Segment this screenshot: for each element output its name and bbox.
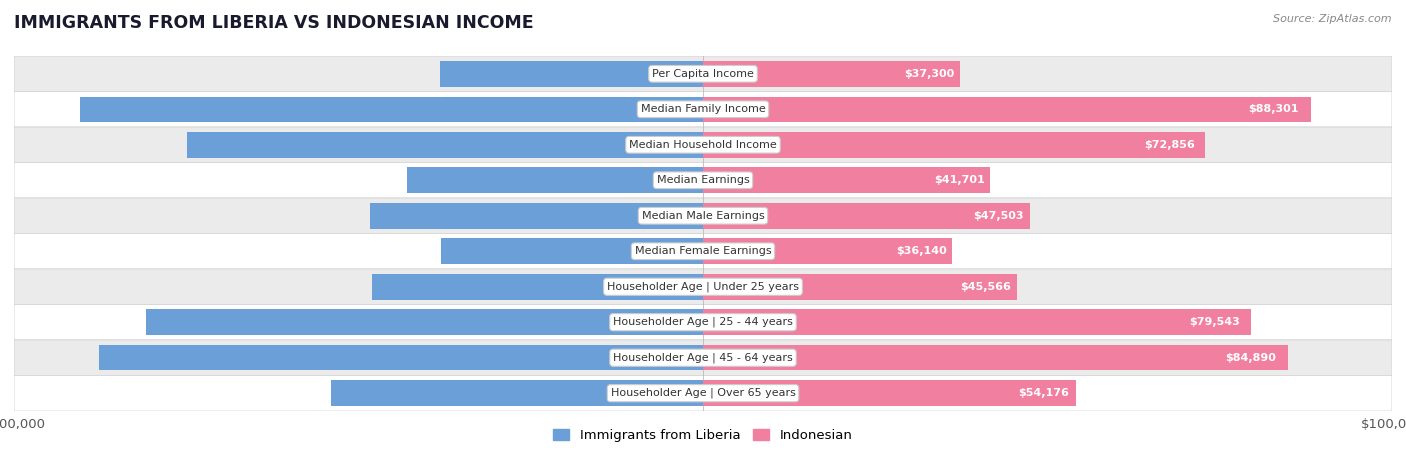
Bar [440,61,703,86]
FancyBboxPatch shape [14,163,1392,198]
FancyBboxPatch shape [14,304,1392,340]
FancyBboxPatch shape [14,127,1392,163]
Text: $74,896: $74,896 [693,140,744,150]
Bar [703,132,1205,157]
Bar [703,345,1288,370]
Text: $72,856: $72,856 [1144,140,1195,150]
FancyBboxPatch shape [14,234,1392,269]
Bar [408,168,703,193]
FancyBboxPatch shape [14,340,1392,375]
Bar [703,239,952,264]
Text: $47,503: $47,503 [973,211,1024,221]
Bar [703,274,1017,299]
Text: Householder Age | 25 - 44 years: Householder Age | 25 - 44 years [613,317,793,327]
Text: $47,981: $47,981 [696,282,748,292]
Text: $87,739: $87,739 [690,353,741,363]
Bar [98,345,703,370]
Legend: Immigrants from Liberia, Indonesian: Immigrants from Liberia, Indonesian [548,424,858,447]
Bar [703,310,1251,335]
Text: Householder Age | Under 25 years: Householder Age | Under 25 years [607,282,799,292]
Text: $84,890: $84,890 [1225,353,1277,363]
Bar [373,274,703,299]
Text: $54,176: $54,176 [1018,388,1069,398]
Bar [146,310,703,335]
Bar [370,203,703,228]
Text: IMMIGRANTS FROM LIBERIA VS INDONESIAN INCOME: IMMIGRANTS FROM LIBERIA VS INDONESIAN IN… [14,14,534,32]
Text: $48,317: $48,317 [696,211,747,221]
Text: $36,140: $36,140 [896,246,948,256]
Text: Median Male Earnings: Median Male Earnings [641,211,765,221]
Bar [703,97,1312,122]
Bar [703,203,1031,228]
Text: Householder Age | 45 - 64 years: Householder Age | 45 - 64 years [613,353,793,363]
Text: $45,566: $45,566 [960,282,1011,292]
Bar [703,381,1076,406]
Text: Median Earnings: Median Earnings [657,175,749,185]
Text: $41,701: $41,701 [934,175,984,185]
FancyBboxPatch shape [14,375,1392,411]
FancyBboxPatch shape [14,269,1392,304]
Bar [332,381,703,406]
Bar [80,97,703,122]
Text: $90,450: $90,450 [690,104,741,114]
Text: Householder Age | Over 65 years: Householder Age | Over 65 years [610,388,796,398]
Text: Per Capita Income: Per Capita Income [652,69,754,79]
Bar [703,168,990,193]
Text: Median Household Income: Median Household Income [628,140,778,150]
Text: $38,165: $38,165 [697,69,748,79]
Text: Source: ZipAtlas.com: Source: ZipAtlas.com [1274,14,1392,24]
Text: $79,543: $79,543 [1189,317,1240,327]
Text: $37,300: $37,300 [904,69,955,79]
Bar [187,132,703,157]
Text: Median Family Income: Median Family Income [641,104,765,114]
Bar [441,239,703,264]
Text: $53,967: $53,967 [696,388,747,398]
Text: $42,923: $42,923 [697,175,748,185]
Text: $80,863: $80,863 [692,317,742,327]
Text: $88,301: $88,301 [1249,104,1299,114]
FancyBboxPatch shape [14,198,1392,234]
FancyBboxPatch shape [14,56,1392,92]
Bar [703,61,960,86]
Text: $37,970: $37,970 [697,246,748,256]
Text: Median Female Earnings: Median Female Earnings [634,246,772,256]
FancyBboxPatch shape [14,92,1392,127]
